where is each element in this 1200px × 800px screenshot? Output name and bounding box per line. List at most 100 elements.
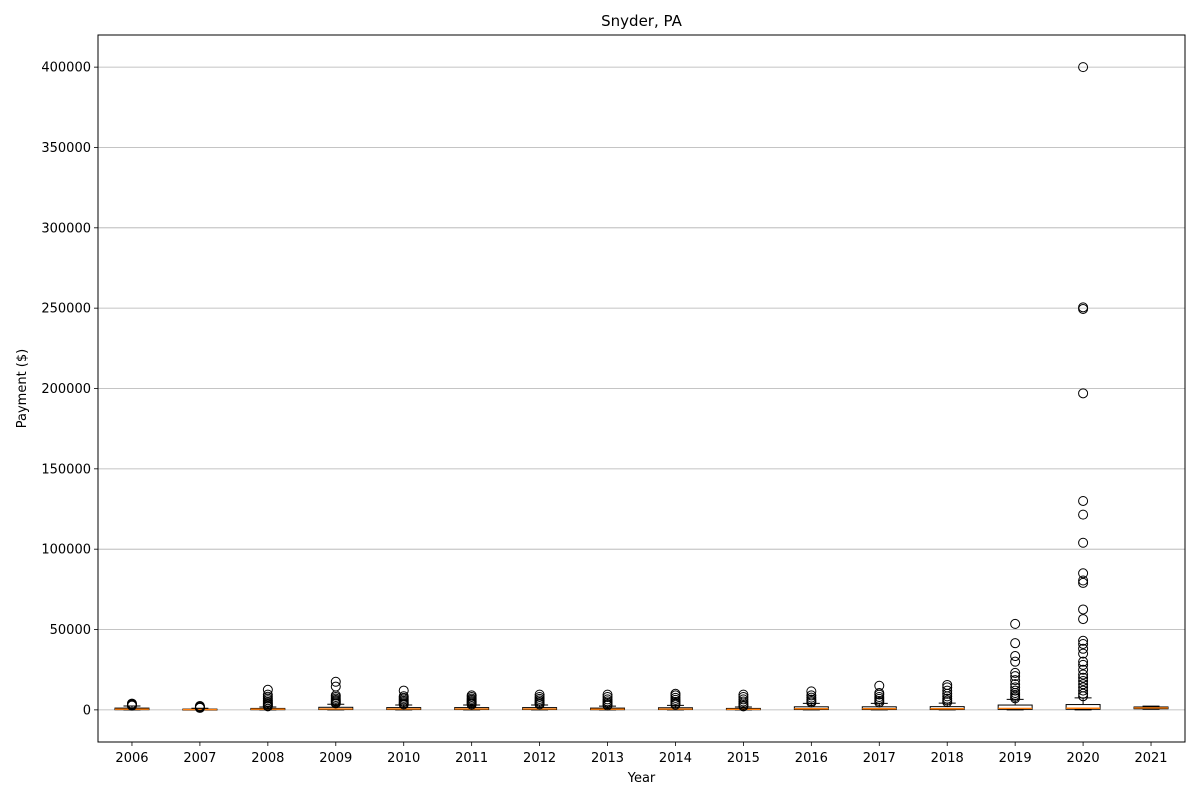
outlier-point <box>330 681 341 692</box>
grid-lines <box>98 66 1185 711</box>
outlier-point <box>1078 669 1089 680</box>
outlier-point <box>1078 509 1089 520</box>
outlier-point <box>534 692 545 703</box>
box-2015 <box>725 689 761 712</box>
outlier-point <box>806 692 817 703</box>
outlier-point <box>942 679 953 690</box>
outlier-point <box>1010 679 1021 690</box>
y-tick-label: 250000 <box>41 302 91 317</box>
box-2013 <box>590 689 626 711</box>
outlier-point <box>1078 648 1089 659</box>
outlier-point <box>330 676 341 687</box>
outlier-point <box>1078 635 1089 646</box>
outlier-point <box>806 690 817 701</box>
x-tick-label: 2015 <box>727 751 760 766</box>
outlier-point <box>602 689 613 700</box>
chart-title: Snyder, PA <box>601 12 682 30</box>
x-tick-label: 2013 <box>591 751 624 766</box>
outlier-point <box>1010 651 1021 662</box>
outlier-point <box>1078 685 1089 696</box>
outlier-point <box>806 686 817 697</box>
y-tick-label: 100000 <box>41 543 91 558</box>
box-2012 <box>522 689 558 711</box>
outlier-point <box>942 682 953 693</box>
outlier-point <box>1078 614 1089 625</box>
outlier-point <box>874 680 885 691</box>
outlier-point <box>1078 656 1089 667</box>
outlier-point <box>466 690 477 701</box>
outlier-point <box>1078 62 1089 73</box>
outlier-point <box>262 684 273 695</box>
box-2018 <box>929 679 965 711</box>
x-tick-label: 2014 <box>659 751 692 766</box>
box-2021 <box>1133 705 1169 710</box>
outlier-point <box>1078 664 1089 675</box>
outlier-point <box>194 701 205 712</box>
y-axis-label: Payment ($) <box>15 349 30 428</box>
x-tick-label: 2011 <box>455 751 488 766</box>
outlier-point <box>738 689 749 700</box>
box-2016 <box>793 686 829 711</box>
outlier-point <box>1078 604 1089 615</box>
y-tick-label: 350000 <box>41 141 91 156</box>
y-tick-label: 200000 <box>41 382 91 397</box>
outlier-point <box>398 685 409 696</box>
outlier-point <box>1078 577 1089 588</box>
outlier-point <box>602 694 613 705</box>
box-2011 <box>454 690 490 711</box>
y-tick-label: 0 <box>83 703 91 718</box>
outlier-point <box>1078 388 1089 399</box>
outlier-point <box>1010 682 1021 693</box>
x-tick-label: 2021 <box>1134 751 1167 766</box>
outlier-point <box>262 689 273 700</box>
x-axis: 2006 2007 2008 2009 2010 2011 2012 2013 2014 2015… <box>115 742 1168 766</box>
outlier-point <box>1078 302 1089 313</box>
outlier-point <box>1010 667 1021 678</box>
x-tick-label: 2008 <box>251 751 284 766</box>
outlier-point <box>1078 495 1089 506</box>
box-2017 <box>861 680 897 711</box>
outlier-point <box>1078 672 1089 683</box>
x-tick-label: 2007 <box>183 751 216 766</box>
outlier-point <box>874 692 885 703</box>
y-tick-label: 300000 <box>41 221 91 236</box>
box-2009 <box>318 676 354 711</box>
box-2006 <box>114 698 150 711</box>
outlier-point <box>1078 682 1089 693</box>
outlier-point <box>1078 643 1089 654</box>
y-tick-label: 150000 <box>41 462 91 477</box>
outlier-point <box>1078 659 1089 670</box>
x-tick-label: 2017 <box>863 751 896 766</box>
outlier-point <box>534 689 545 700</box>
outlier-point <box>738 694 749 705</box>
outlier-point <box>942 685 953 696</box>
box-2020 <box>1065 62 1101 711</box>
x-tick-label: 2019 <box>999 751 1032 766</box>
outlier-point <box>1078 679 1089 690</box>
outlier-point <box>1010 685 1021 696</box>
box-2008 <box>250 684 286 712</box>
iqr-box <box>1065 704 1101 710</box>
outlier-point <box>670 692 681 703</box>
outlier-point <box>398 691 409 702</box>
outlier-point <box>1078 688 1089 699</box>
x-tick-label: 2010 <box>387 751 420 766</box>
box-2010 <box>386 685 422 711</box>
outlier-point <box>1078 537 1089 548</box>
outlier-point <box>1078 675 1089 686</box>
outlier-point <box>1078 575 1089 586</box>
box-series <box>114 62 1169 713</box>
outlier-point <box>126 698 137 709</box>
box-2019 <box>997 618 1033 711</box>
y-tick-label: 50000 <box>50 623 91 638</box>
x-tick-label: 2018 <box>931 751 964 766</box>
iqr-box <box>997 704 1033 710</box>
outlier-point <box>1010 638 1021 649</box>
outlier-point <box>1078 638 1089 649</box>
outlier-point <box>602 692 613 703</box>
x-tick-label: 2006 <box>115 751 148 766</box>
outlier-point <box>874 687 885 698</box>
outlier-point <box>1010 656 1021 667</box>
x-tick-label: 2016 <box>795 751 828 766</box>
